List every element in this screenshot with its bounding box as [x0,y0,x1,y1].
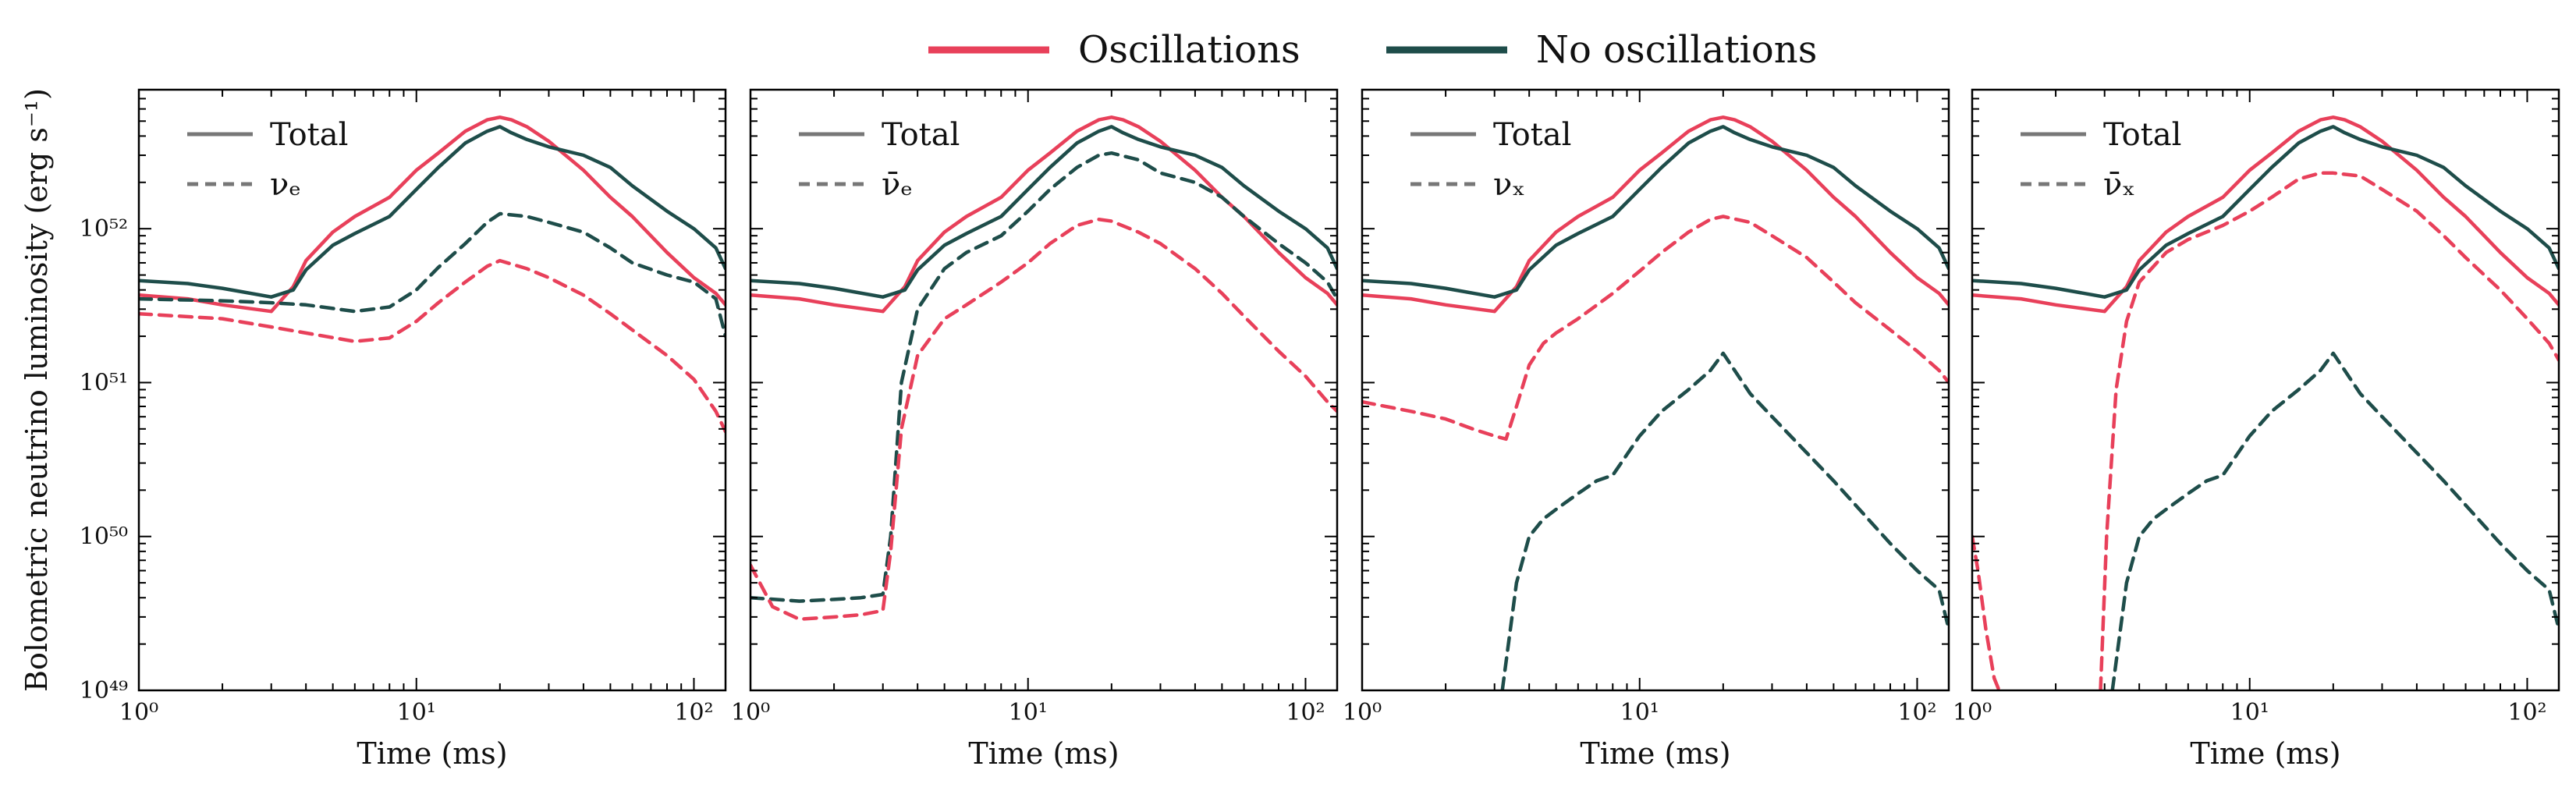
legend-label-total: Total [1493,117,1571,153]
y-tick-label: 10⁵¹ [80,369,128,396]
series-line-no-oscillations-dashed [750,151,1337,603]
plot-frame [1971,88,2560,692]
x-tick-label: 10² [2507,699,2546,726]
y-axis-label: Bolometric neutrino luminosity (erg s⁻¹) [20,88,54,692]
legend-label-oscillations: Oscillations [1078,28,1300,72]
x-tick-label: 10¹ [2230,699,2269,726]
y-tick-label: 10⁴⁹ [80,677,128,704]
series-group [139,115,726,434]
x-axis-label: Time (ms) [357,736,507,771]
series-line-oscillations-dashed [2099,171,2559,690]
figure-legend: Oscillations No oscillations [928,28,1817,72]
x-tick-label: 10⁰ [1953,699,1992,726]
series-line-oscillations-solid [1972,115,2559,314]
series-line-oscillations-dashed [750,217,1337,622]
legend-label-species: ν̄ₑ [882,167,913,203]
series-line-no-oscillations-solid [139,125,726,299]
legend-label-total: Total [882,117,960,153]
series-line-no-oscillations-dashed [1500,351,1949,690]
series-line-no-oscillations-solid [1362,125,1949,299]
series-line-no-oscillations-solid [1972,125,2559,299]
x-tick-label: 10¹ [1620,699,1659,726]
series-line-oscillations-dashed [1362,215,1949,442]
x-tick-label: 10² [1286,699,1325,726]
panel-legend: Total ν̄ₓ [2021,117,2181,203]
legend-label-no-oscillations: No oscillations [1536,28,1817,72]
x-tick-label: 10⁰ [119,699,158,726]
y-tick-label: 10⁵⁰ [80,523,128,551]
plot-frame [1361,88,1950,692]
x-axis-label: Time (ms) [1580,736,1730,771]
panel-nu-e: 10⁰ 10¹ 10² 10⁴⁹ 10⁵⁰ 10⁵¹ 10⁵² Time (ms) Total ν… [80,88,727,771]
legend-label-species: ν̄ₓ [2103,167,2135,203]
x-tick-label: 10¹ [397,699,436,726]
series-line-no-oscillations-solid [750,125,1337,299]
series-group [1362,115,1949,690]
series-line-no-oscillations-dashed [139,211,726,339]
x-tick-label: 10² [674,699,713,726]
series-line-oscillations-solid [750,115,1337,314]
series-line-oscillations-solid [139,115,726,314]
x-tick-label: 10² [1897,699,1936,726]
series-line-oscillations-dashed [1972,534,2001,690]
panel-legend: Total νₑ [187,117,348,203]
x-tick-label: 10¹ [1009,699,1048,726]
panel-legend: Total ν̄ₑ [799,117,960,203]
panel-legend: Total νₓ [1410,117,1571,203]
legend-label-total: Total [270,117,348,153]
x-tick-label: 10⁰ [1343,699,1382,726]
series-line-no-oscillations-dashed [2110,351,2559,690]
panel-nu-x: 10⁰ 10¹ 10² Time (ms) Total νₓ [1343,88,1950,771]
x-axis-label: Time (ms) [968,736,1119,771]
series-line-oscillations-solid [1362,115,1949,314]
panel-nu-e-bar: 10⁰ 10¹ 10² Time (ms) Total ν̄ₑ [731,88,1339,771]
x-tick-label: 10⁰ [731,699,770,726]
series-line-oscillations-dashed [139,258,726,434]
x-axis-label: Time (ms) [2190,736,2340,771]
legend-label-species: νₑ [270,167,301,203]
plot-frame [137,88,727,692]
y-tick-label: 10⁵² [80,215,128,243]
legend-label-total: Total [2103,117,2181,153]
series-group [750,115,1337,622]
panel-nu-x-bar: 10⁰ 10¹ 10² Time (ms) Total ν̄ₓ [1953,88,2560,771]
legend-label-species: νₓ [1493,167,1525,203]
series-group [1972,115,2559,690]
